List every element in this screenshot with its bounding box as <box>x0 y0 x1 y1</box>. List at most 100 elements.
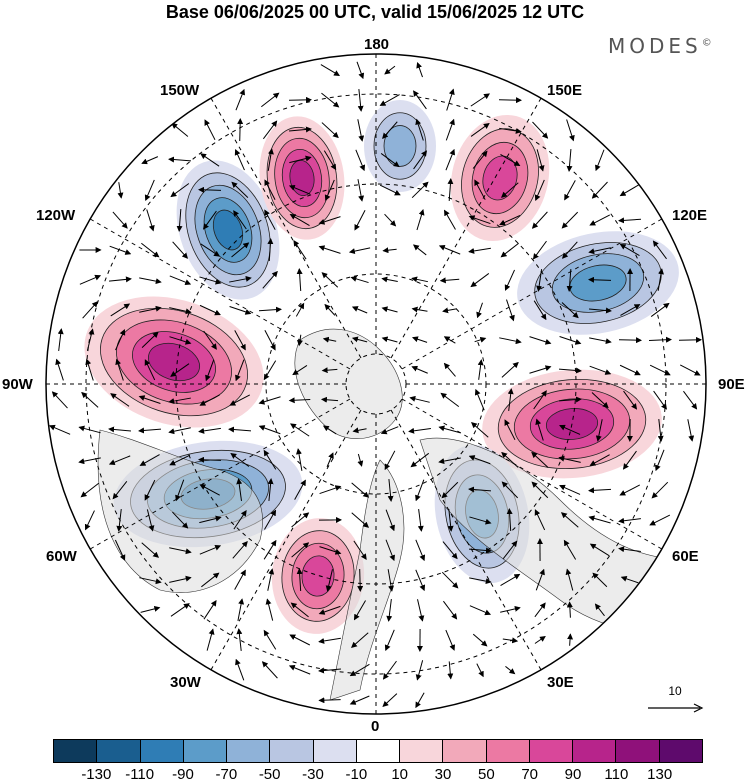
wind-arrow <box>203 210 217 230</box>
wind-arrow <box>206 628 215 651</box>
wind-arrow <box>199 276 222 285</box>
wind-arrow <box>382 121 398 139</box>
wind-arrow <box>417 599 425 622</box>
wind-arrow <box>324 179 335 202</box>
wind-arrow <box>687 419 695 442</box>
colorbar-swatch <box>140 740 184 762</box>
wind-arrow <box>409 395 430 403</box>
wind-arrow <box>469 577 492 585</box>
reference-arrow-icon <box>648 703 704 713</box>
wind-arrow <box>144 179 155 202</box>
colorbar-swatch <box>400 740 444 762</box>
wind-arrow <box>290 423 310 437</box>
wind-arrow <box>619 484 640 496</box>
label-150w: 150W <box>160 82 200 99</box>
wind-arrow <box>444 209 456 230</box>
wind-arrow <box>589 214 611 226</box>
wind-arrow <box>379 94 400 106</box>
wind-arrow <box>561 211 579 229</box>
wind-arrow <box>532 121 549 139</box>
wind-arrow <box>114 539 126 561</box>
wind-arrow <box>141 156 159 165</box>
wind-arrow <box>199 394 220 406</box>
colorbar-tick-label: 110 <box>604 766 629 783</box>
colorbar-tick-label: 10 <box>391 766 408 783</box>
wind-arrow <box>564 180 576 201</box>
wind-arrow <box>412 244 427 256</box>
wind-arrow <box>533 390 547 410</box>
wind-arrow <box>620 304 641 316</box>
wind-arrow <box>380 426 399 435</box>
label-150e: 150E <box>547 82 583 99</box>
negative-anomaly <box>364 100 436 192</box>
colorbar-swatch <box>616 740 660 762</box>
wind-arrow <box>443 600 458 620</box>
wind-arrow <box>438 244 461 255</box>
wind-arrow <box>321 122 339 139</box>
wind-arrow <box>267 148 274 171</box>
polar-map <box>45 53 707 715</box>
wind-arrow <box>354 210 366 231</box>
wind-arrow <box>199 484 220 496</box>
wind-arrow <box>470 273 490 288</box>
wind-arrow <box>351 482 370 498</box>
wind-arrow <box>324 303 336 316</box>
wind-arrow <box>351 336 368 343</box>
wind-arrow <box>351 512 370 528</box>
colorbar-tick-label: -110 <box>125 766 155 783</box>
wind-arrow <box>650 302 670 317</box>
wind-arrow <box>139 454 160 466</box>
wind-arrow <box>264 330 276 351</box>
wind-arrow <box>472 633 488 647</box>
wind-arrow <box>288 184 311 195</box>
wind-arrow <box>591 181 608 199</box>
wind-arrow <box>384 629 395 652</box>
wind-arrow <box>534 635 546 644</box>
wind-arrow <box>592 572 608 588</box>
wind-arrow <box>558 455 581 463</box>
wind-arrow <box>141 542 160 558</box>
wind-arrow <box>261 661 278 679</box>
wind-arrow <box>234 330 246 351</box>
wind-arrow <box>176 208 183 232</box>
wind-arrow <box>469 516 492 525</box>
wind-arrow <box>382 247 397 254</box>
wind-arrow <box>536 269 543 292</box>
wind-arrow <box>138 395 161 404</box>
wind-arrow <box>295 302 305 317</box>
colorbar-tick-label: 130 <box>647 766 673 783</box>
wind-arrow <box>233 210 247 230</box>
wind-arrow <box>169 454 191 466</box>
wind-arrow <box>353 600 366 621</box>
wind-arrow <box>258 425 281 435</box>
wind-arrow <box>140 605 161 613</box>
wind-arrow <box>476 663 484 678</box>
wind-arrow <box>386 599 393 622</box>
wind-arrow <box>447 661 454 680</box>
wind-arrow <box>468 455 491 465</box>
wind-arrow <box>468 215 491 225</box>
wind-arrow <box>565 568 574 591</box>
wind-arrow <box>321 367 338 374</box>
wind-arrow <box>175 479 185 502</box>
colorbar-swatch <box>313 740 357 762</box>
wind-arrow <box>205 359 215 382</box>
wind-arrow <box>500 573 521 587</box>
wind-arrow <box>506 508 513 532</box>
wind-arrow <box>501 361 519 378</box>
wind-arrow <box>384 213 397 227</box>
colorbar-tick-label: -30 <box>302 766 324 783</box>
wind-arrow <box>649 364 671 376</box>
wind-arrow <box>170 183 190 198</box>
wind-arrow <box>318 605 341 615</box>
wind-arrow <box>169 307 192 315</box>
wind-arrow <box>415 660 424 681</box>
wind-arrow <box>288 397 311 404</box>
wind-arrow <box>588 487 612 494</box>
wind-arrow <box>203 599 217 620</box>
wind-arrow <box>413 150 428 170</box>
wind-arrow <box>411 276 429 283</box>
wind-arrow <box>203 330 217 350</box>
wind-arrow <box>657 419 664 442</box>
wind-arrow <box>380 153 400 168</box>
